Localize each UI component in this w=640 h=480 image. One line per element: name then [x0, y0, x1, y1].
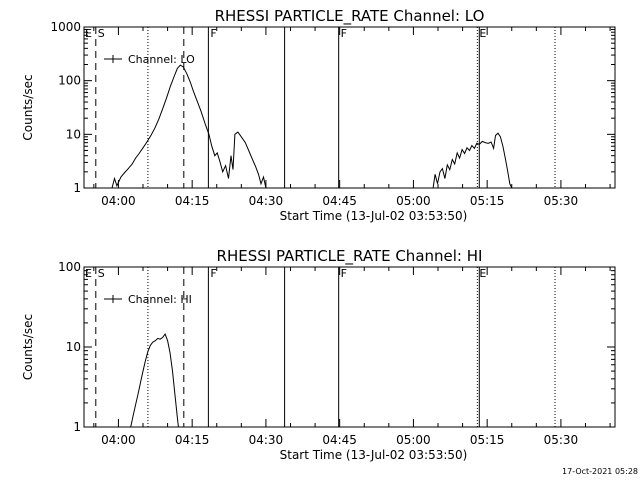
series-line — [432, 132, 513, 189]
x-tick-label: 05:15 — [470, 194, 505, 208]
y-tick-label: 10 — [66, 127, 81, 141]
chart-title: RHESSI PARTICLE_RATE Channel: LO — [215, 7, 485, 26]
footer-timestamp: 17-Oct-2021 05:28 — [562, 467, 638, 476]
chart-title: RHESSI PARTICLE_RATE Channel: HI — [217, 247, 483, 266]
y-tick-label: 10 — [66, 340, 81, 354]
plot-frame — [83, 266, 616, 428]
x-axis-label: Start Time (13-Jul-02 03:53:50) — [280, 448, 468, 462]
legend-label: Channel: HI — [128, 293, 192, 306]
x-tick-label: 04:15 — [175, 433, 210, 447]
event-marker-label: F — [341, 27, 347, 40]
event-marker-label: F — [341, 267, 347, 280]
y-tick-label: 1000 — [50, 20, 81, 34]
edge-event-label: E — [85, 267, 92, 280]
y-tick-label: 1 — [73, 181, 81, 195]
x-tick-label: 05:30 — [544, 433, 579, 447]
x-tick-label: 04:30 — [249, 433, 284, 447]
event-marker-label: E — [479, 267, 486, 280]
series-line — [111, 64, 267, 189]
x-tick-label: 04:45 — [322, 194, 357, 208]
lo-channel-plot: RHESSI PARTICLE_RATE Channel: LO Start Ti… — [21, 7, 616, 223]
x-tick-label: 05:00 — [396, 433, 431, 447]
y-tick-label: 1 — [73, 420, 81, 434]
x-tick-label: 04:00 — [101, 433, 136, 447]
x-axis-label: Start Time (13-Jul-02 03:53:50) — [280, 209, 468, 223]
x-tick-label: 04:45 — [322, 433, 357, 447]
y-axis-label: Counts/sec — [21, 74, 35, 140]
series-line — [130, 333, 179, 428]
y-tick-label: 100 — [58, 260, 81, 274]
y-axis-label: Counts/sec — [21, 314, 35, 380]
event-marker-label: E — [479, 27, 486, 40]
x-tick-label: 04:30 — [249, 194, 284, 208]
legend-label: Channel: LO — [128, 53, 195, 66]
y-tick-label: 100 — [58, 74, 81, 88]
event-marker-label: F — [210, 27, 216, 40]
edge-event-label: E — [85, 27, 92, 40]
plot-frame — [83, 26, 616, 189]
event-marker-label: S — [98, 267, 105, 280]
x-tick-label: 05:15 — [470, 433, 505, 447]
x-tick-label: 05:30 — [544, 194, 579, 208]
event-marker-label: F — [210, 267, 216, 280]
x-tick-label: 04:15 — [175, 194, 210, 208]
x-tick-label: 04:00 — [101, 194, 136, 208]
event-marker-label: S — [98, 27, 105, 40]
hi-channel-plot: RHESSI PARTICLE_RATE Channel: HI Start Ti… — [21, 247, 616, 462]
x-tick-label: 05:00 — [396, 194, 431, 208]
